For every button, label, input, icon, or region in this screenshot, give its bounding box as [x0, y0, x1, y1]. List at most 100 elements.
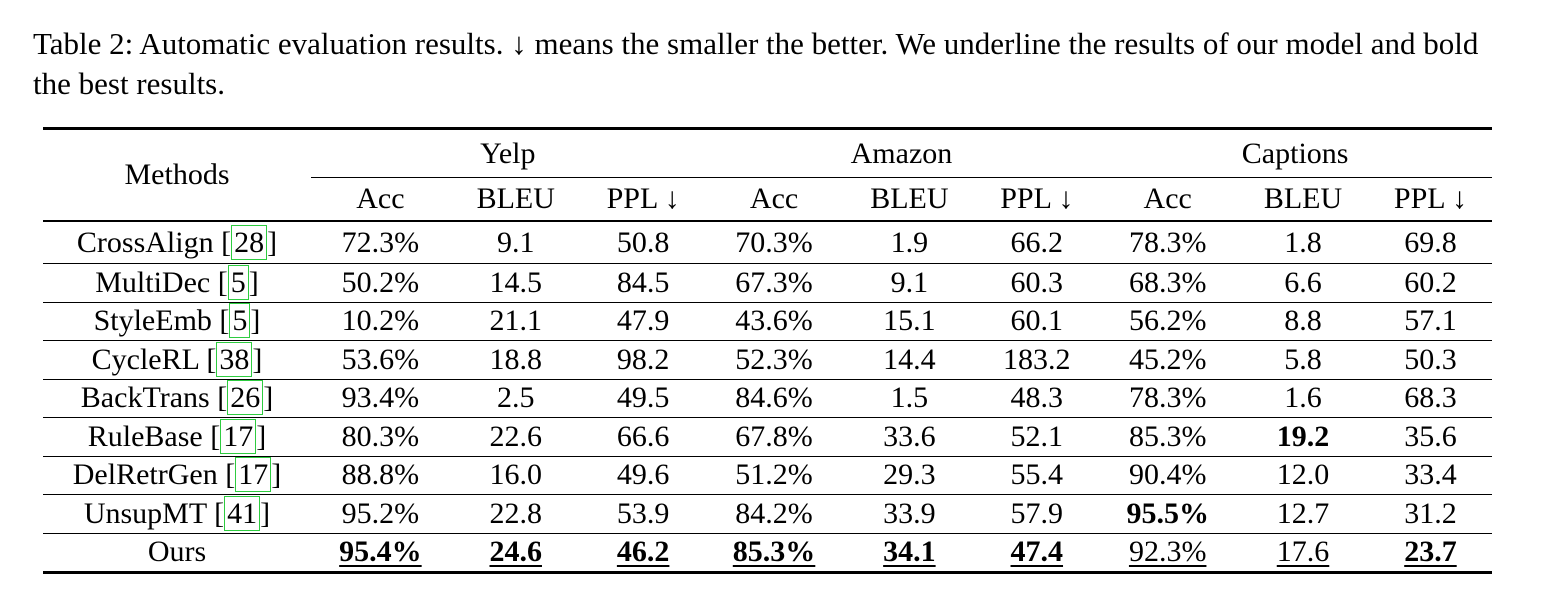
cell-value: 49.5: [616, 381, 670, 415]
cell-value: 55.4: [1010, 458, 1064, 492]
table-row: RuleBase [17] 80.3% 22.6 66.6 67.8% 33.6 52.1 8…: [43, 417, 1492, 456]
cell-value: 5.8: [1284, 342, 1322, 376]
value-cell: 46.2: [581, 532, 705, 573]
value-cell: 9.1: [843, 263, 976, 302]
cell-value: 18.8: [489, 342, 542, 376]
value-cell: 60.1: [975, 301, 1099, 341]
method-name: Ours: [147, 535, 207, 569]
cell-value: 85.3%: [732, 535, 816, 569]
value-cell: 85.3%: [1098, 417, 1238, 456]
value-cell: 9.1: [450, 221, 582, 264]
value-cell: 66.6: [581, 417, 705, 456]
metric-header: Acc: [704, 177, 844, 222]
cell-value: 33.9: [883, 496, 936, 530]
cell-value: 47.9: [616, 304, 670, 338]
table-row: Ours 95.4% 24.6 46.2 85.3% 34.1 47.4 92.3% 17.6 2…: [43, 532, 1492, 573]
table-row: StyleEmb [5] 10.2% 21.1 47.9 43.6% 15.1 60.1 56…: [43, 301, 1492, 341]
cell-value: 84.5: [616, 265, 670, 299]
value-cell: 84.6%: [704, 378, 844, 418]
value-cell: 49.5: [581, 378, 705, 418]
value-cell: 47.9: [581, 301, 705, 341]
cell-value: 90.4%: [1128, 458, 1207, 492]
cell-value: 47.4: [1010, 535, 1064, 569]
cell-value: 1.8: [1284, 225, 1322, 259]
value-cell: 1.9: [843, 221, 975, 264]
cell-value: 85.3%: [1128, 419, 1207, 453]
value-cell: 68.3%: [1098, 263, 1238, 302]
cell-value: 84.2%: [735, 496, 813, 530]
value-cell: 85.3%: [704, 532, 844, 573]
value-cell: 95.4%: [311, 532, 450, 573]
citation-link[interactable]: 38: [216, 341, 253, 377]
cell-value: 95.2%: [341, 496, 420, 530]
cell-value: 66.2: [1010, 225, 1064, 259]
citation-link[interactable]: 26: [227, 380, 264, 416]
method-cell: Ours: [43, 532, 311, 573]
value-cell: 56.2%: [1098, 301, 1238, 341]
cell-value: 72.3%: [341, 225, 420, 259]
value-cell: 35.6: [1368, 417, 1492, 456]
cell-value: 17.6: [1276, 535, 1330, 569]
value-cell: 34.1: [843, 532, 976, 573]
citation-link[interactable]: 17: [235, 457, 272, 493]
citation-link[interactable]: 17: [220, 418, 257, 454]
metric-header: Acc: [311, 177, 450, 222]
table-row: CrossAlign [28] 72.3% 9.1 50.8 70.3% 1.9 66.2 7…: [43, 221, 1492, 264]
citation-link[interactable]: 41: [224, 495, 261, 531]
cell-value: 84.6%: [735, 381, 813, 415]
method-name: RuleBase: [87, 419, 203, 453]
value-cell: 66.2: [975, 221, 1098, 264]
value-cell: 1.8: [1237, 221, 1369, 264]
citation-bracket: [5]: [219, 303, 261, 339]
value-cell: 22.6: [449, 417, 582, 456]
cell-value: 53.9: [616, 496, 670, 530]
citation-link[interactable]: 5: [229, 303, 251, 339]
table-caption: Table 2: Automatic evaluation results. ↓…: [33, 26, 1479, 101]
citation-bracket: [38]: [206, 341, 263, 377]
group-header-row: Methods Yelp Amazon Captions: [43, 128, 1492, 222]
cell-value: 10.2%: [341, 304, 420, 338]
cell-value: 50.2%: [341, 265, 420, 299]
value-cell: 51.2%: [704, 455, 844, 495]
citation-link[interactable]: 5: [227, 264, 249, 300]
value-cell: 60.2: [1368, 263, 1492, 302]
cell-value: 21.1: [489, 304, 542, 338]
cell-value: 70.3%: [735, 225, 813, 259]
results-table: Methods Yelp Amazon Captions Acc BLEU PP…: [43, 127, 1492, 574]
metric-header: BLEU: [449, 177, 582, 222]
value-cell: 60.3: [975, 263, 1099, 302]
cell-value: 57.1: [1404, 304, 1457, 338]
cell-value: 6.6: [1284, 265, 1322, 299]
value-cell: 57.9: [975, 494, 1099, 533]
cell-value: 50.8: [616, 225, 670, 259]
cell-value: 9.1: [496, 225, 535, 259]
value-cell: 80.3%: [311, 417, 450, 456]
cell-value: 66.6: [616, 419, 670, 453]
results-table-body: CrossAlign [28] 72.3% 9.1 50.8 70.3% 1.9 66.2 7…: [43, 221, 1492, 573]
citation-bracket: [26]: [217, 380, 274, 416]
value-cell: 52.3%: [704, 340, 844, 379]
table-row: CycleRL [38] 53.6% 18.8 98.2 52.3% 14.4 183.2 4…: [43, 340, 1492, 379]
value-cell: 29.3: [843, 455, 976, 495]
table-row: DelRetrGen [17] 88.8% 16.0 49.6 51.2% 29.3 55.…: [43, 455, 1492, 495]
citation-link[interactable]: 28: [231, 224, 268, 260]
cell-value: 2.5: [496, 381, 535, 415]
value-cell: 8.8: [1237, 301, 1369, 341]
method-name: BackTrans: [80, 381, 210, 415]
cell-value: 88.8%: [341, 458, 420, 492]
method-cell: DelRetrGen [17]: [43, 455, 311, 495]
value-cell: 69.8: [1369, 221, 1492, 264]
cell-value: 16.0: [489, 458, 542, 492]
cell-value: 80.3%: [341, 419, 420, 453]
value-cell: 84.5: [581, 263, 705, 302]
cell-value: 51.2%: [735, 458, 813, 492]
metric-header: PPL ↓: [1368, 177, 1492, 222]
cell-value: 53.6%: [341, 342, 420, 376]
group-header-amazon: Amazon: [704, 128, 1099, 178]
value-cell: 50.2%: [311, 263, 450, 302]
cell-value: 1.5: [890, 381, 929, 415]
value-cell: 67.3%: [704, 263, 844, 302]
method-name: CycleRL: [91, 342, 199, 376]
value-cell: 84.2%: [704, 494, 844, 533]
table-row: MultiDec [5] 50.2% 14.5 84.5 67.3% 9.1 60.3 68.…: [43, 263, 1492, 302]
